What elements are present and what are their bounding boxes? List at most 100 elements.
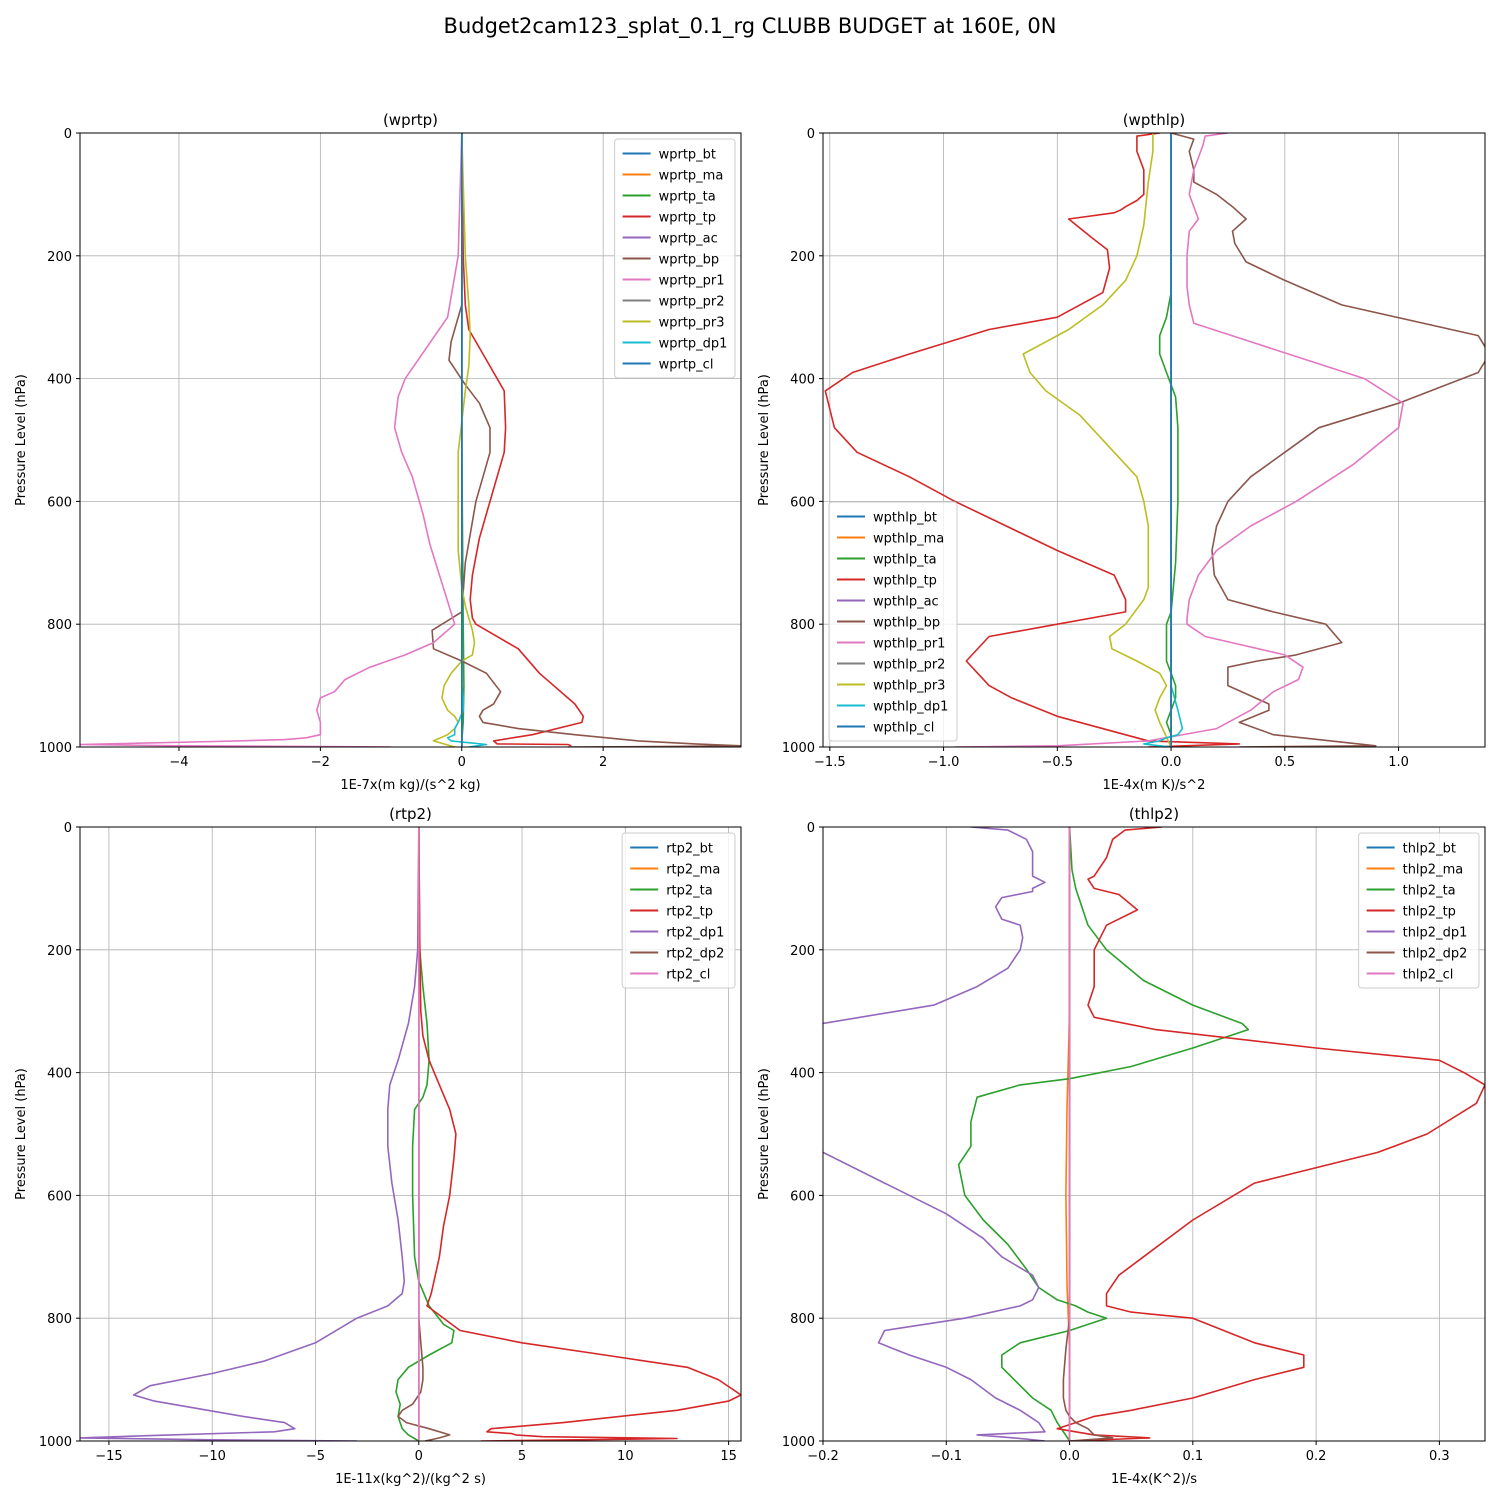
series-line-rtp2_dp2 xyxy=(397,827,451,1441)
series-line-rtp2_dp1 xyxy=(80,827,420,1441)
series-line-wprtp_tp xyxy=(461,133,585,747)
legend-label-wprtp_tp: wprtp_tp xyxy=(659,211,716,226)
legend-label-wprtp_bt: wprtp_bt xyxy=(659,148,716,163)
legend-label-wpthlp_cl: wpthlp_cl xyxy=(873,721,934,736)
y-tick-label: 200 xyxy=(790,250,815,265)
series-group xyxy=(80,133,741,747)
x-tick-label: 0 xyxy=(458,755,466,770)
y-tick-label: 1000 xyxy=(782,741,815,756)
axes-frame xyxy=(822,132,1486,748)
subplot-thlp2: −0.2 −0.1 0.0 0.1 0.2 0.3 0 200 400 600 800 1000 (th… xyxy=(757,805,1486,1487)
series-line-wpthlp_dp1 xyxy=(1143,133,1184,747)
y-tick-label: 400 xyxy=(47,1067,72,1082)
legend-label-thlp2_bt: thlp2_bt xyxy=(1403,842,1456,857)
y-axis-label: Pressure Level (hPa) xyxy=(14,1068,29,1200)
legend-label-wprtp_cl: wprtp_cl xyxy=(659,358,714,373)
subplot-wpthlp: −1.5 −1.0 −0.5 0.0 0.5 1.0 0 200 400 600 800 1000 (w… xyxy=(757,111,1486,793)
legend-label-rtp2_dp2: rtp2_dp2 xyxy=(666,947,724,962)
series-line-wprtp_pr1 xyxy=(80,133,463,747)
subplot-wprtp: −4 −2 0 2 0 200 400 600 800 1000 (wprtp) 1E-7x(m kg… xyxy=(14,111,742,793)
series-group xyxy=(80,827,741,1441)
legend-box xyxy=(828,501,958,742)
y-tick-label: 600 xyxy=(47,495,72,510)
y-tick-label: 1000 xyxy=(782,1435,815,1450)
series-group xyxy=(823,827,1485,1441)
x-tick-label: −2 xyxy=(311,755,330,770)
x-tick-label: −10 xyxy=(198,1449,225,1464)
legend-label-wprtp_pr2: wprtp_pr2 xyxy=(659,295,725,310)
legend-label-rtp2_bt: rtp2_bt xyxy=(666,842,713,857)
legend-label-rtp2_ma: rtp2_ma xyxy=(666,863,720,878)
series-line-wprtp_pr3 xyxy=(432,133,476,747)
subplot-title: (wprtp) xyxy=(383,111,438,129)
x-axis-label: 1E-4x(K^2)/s xyxy=(1111,1472,1197,1487)
legend: wprtp_bt wprtp_ma wprtp_ta wprtp_tp wprtp_ac… xyxy=(614,138,736,379)
y-tick-label: 600 xyxy=(790,495,815,510)
x-tick-label: 10 xyxy=(617,1449,634,1464)
x-tick-label: 0.0 xyxy=(1161,755,1182,770)
legend-label-thlp2_dp1: thlp2_dp1 xyxy=(1403,926,1468,941)
subplot-title: (thlp2) xyxy=(1129,805,1179,823)
y-tick-label: 1000 xyxy=(39,1435,72,1450)
legend-label-wpthlp_pr1: wpthlp_pr1 xyxy=(873,637,945,652)
series-line-thlp2_ta xyxy=(957,827,1250,1441)
subplot-title: (wpthlp) xyxy=(1123,111,1186,129)
legend-label-thlp2_ta: thlp2_ta xyxy=(1403,884,1456,899)
x-axis-label: 1E-4x(m K)/s^2 xyxy=(1103,778,1206,793)
legend-label-wpthlp_ac: wpthlp_ac xyxy=(873,595,939,610)
x-tick-label: −0.1 xyxy=(930,1449,962,1464)
subplot-rtp2: −15 −10 −5 0 5 10 15 0 200 400 600 800 1000 (rtp2) 1E-… xyxy=(14,805,742,1487)
legend-label-wpthlp_bp: wpthlp_bp xyxy=(873,616,940,631)
legend-label-rtp2_tp: rtp2_tp xyxy=(666,905,713,920)
legend-label-wprtp_bp: wprtp_bp xyxy=(659,253,720,268)
x-tick-label: 1.0 xyxy=(1388,755,1409,770)
legend: rtp2_bt rtp2_ma rtp2_ta rtp2_tp rtp2_dp1 rtp2… xyxy=(621,832,736,989)
y-tick-label: 400 xyxy=(790,373,815,388)
y-tick-label: 0 xyxy=(807,821,815,836)
x-tick-label: −1.5 xyxy=(814,755,846,770)
series-line-wprtp_dp1 xyxy=(446,133,488,747)
legend-label-wprtp_dp1: wprtp_dp1 xyxy=(659,337,728,352)
x-tick-label: −5 xyxy=(306,1449,325,1464)
y-tick-label: 400 xyxy=(47,373,72,388)
y-tick-label: 400 xyxy=(790,1067,815,1082)
legend-label-wpthlp_ta: wpthlp_ta xyxy=(873,553,937,568)
series-line-rtp2_ta xyxy=(395,827,455,1441)
legend-label-thlp2_tp: thlp2_tp xyxy=(1403,905,1456,920)
x-tick-label: −15 xyxy=(95,1449,122,1464)
axes-frame xyxy=(822,826,1486,1442)
legend-label-wpthlp_pr2: wpthlp_pr2 xyxy=(873,658,945,673)
series-line-wpthlp_bp xyxy=(1170,133,1485,747)
x-tick-label: 0.2 xyxy=(1306,1449,1327,1464)
y-tick-label: 200 xyxy=(790,944,815,959)
legend-label-thlp2_dp2: thlp2_dp2 xyxy=(1403,947,1468,962)
axes-frame xyxy=(79,826,742,1442)
legend-label-wprtp_pr1: wprtp_pr1 xyxy=(659,274,725,289)
series-line-rtp2_tp xyxy=(418,827,741,1441)
y-tick-label: 800 xyxy=(790,618,815,633)
x-tick-label: 15 xyxy=(720,1449,737,1464)
legend-label-wprtp_ta: wprtp_ta xyxy=(659,190,716,205)
y-tick-label: 200 xyxy=(47,250,72,265)
y-tick-label: 0 xyxy=(64,821,72,836)
subplot-title: (rtp2) xyxy=(389,805,432,823)
x-tick-label: 5 xyxy=(518,1449,526,1464)
y-tick-label: 0 xyxy=(64,127,72,142)
x-tick-label: −4 xyxy=(169,755,188,770)
series-line-thlp2_tp xyxy=(1056,827,1485,1441)
legend-label-rtp2_cl: rtp2_cl xyxy=(666,968,710,983)
series-line-wprtp_bp xyxy=(431,133,741,747)
legend: thlp2_bt thlp2_ma thlp2_ta thlp2_tp thlp2_dp… xyxy=(1358,832,1480,989)
legend: wpthlp_bt wpthlp_ma wpthlp_ta wpthlp_tpwpth… xyxy=(828,501,958,742)
y-tick-label: 600 xyxy=(47,1189,72,1204)
legend-label-wpthlp_ma: wpthlp_ma xyxy=(873,532,944,547)
x-tick-label: −0.5 xyxy=(1042,755,1074,770)
y-axis-label: Pressure Level (hPa) xyxy=(14,374,29,506)
x-tick-label: 2 xyxy=(599,755,607,770)
legend-label-wprtp_ma: wprtp_ma xyxy=(659,169,724,184)
legend-box xyxy=(621,832,736,989)
y-tick-label: 200 xyxy=(47,944,72,959)
legend-label-wpthlp_tp: wpthlp_tp xyxy=(873,574,937,589)
legend-box xyxy=(614,138,736,379)
